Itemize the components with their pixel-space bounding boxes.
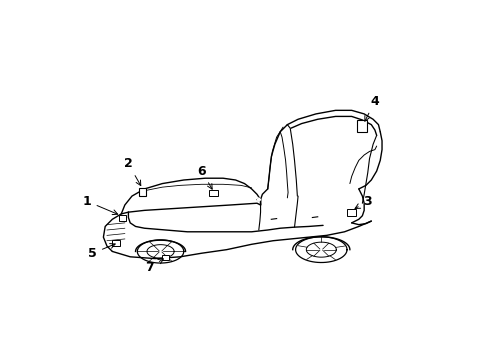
Bar	[346, 208, 356, 216]
Text: 3: 3	[354, 195, 371, 208]
Bar	[119, 215, 125, 221]
Polygon shape	[257, 198, 260, 202]
Text: 7: 7	[145, 259, 163, 274]
Bar	[139, 188, 145, 196]
Bar	[356, 120, 366, 132]
Bar	[162, 255, 169, 260]
Text: 2: 2	[124, 157, 141, 185]
Text: 4: 4	[364, 95, 379, 121]
Text: 5: 5	[88, 244, 115, 260]
Bar	[112, 240, 120, 246]
Bar	[208, 190, 217, 196]
Text: 1: 1	[83, 195, 118, 215]
Text: 6: 6	[197, 165, 212, 189]
